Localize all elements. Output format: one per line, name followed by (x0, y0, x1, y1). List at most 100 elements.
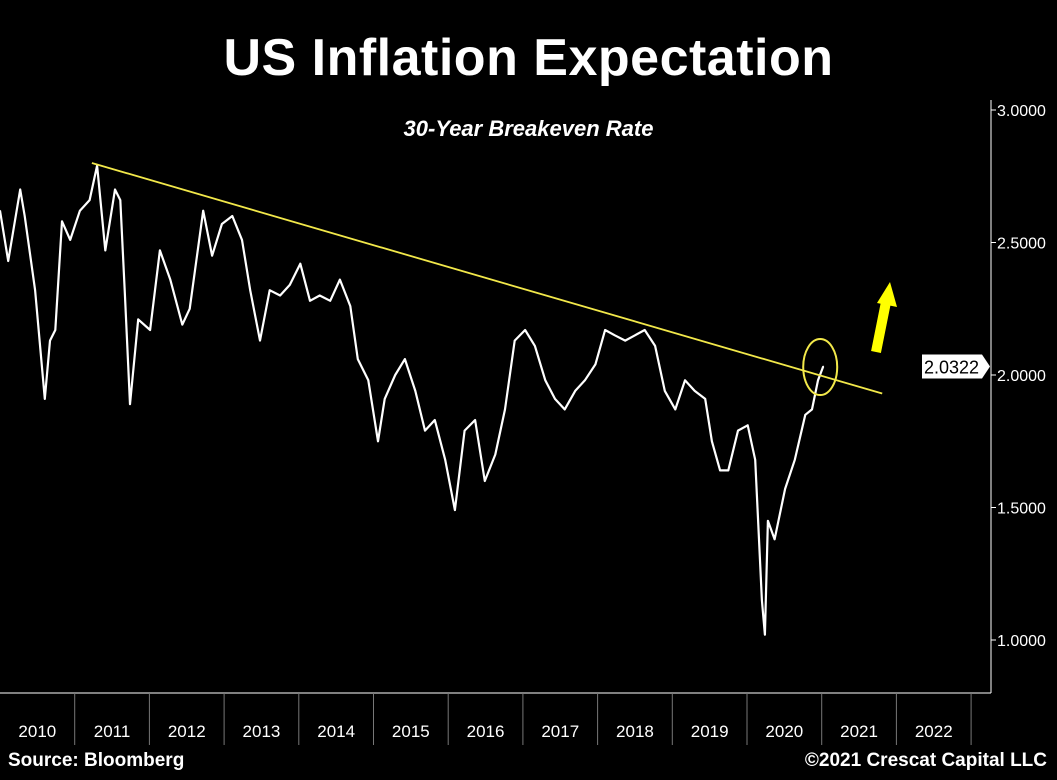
data-point (613, 334, 616, 337)
data-point (394, 374, 396, 376)
data-point (188, 307, 191, 310)
data-point (654, 345, 656, 347)
data-point (817, 379, 819, 382)
data-point (484, 480, 486, 482)
data-point (684, 379, 686, 382)
x-tick-label: 2019 (691, 722, 729, 741)
data-point (674, 408, 677, 411)
data-point (202, 209, 204, 212)
data-point (137, 318, 139, 321)
data-point (773, 538, 776, 541)
data-point (318, 294, 321, 297)
data-point (811, 408, 813, 411)
data-point (349, 305, 352, 307)
data-point (634, 334, 636, 337)
data-point (704, 398, 706, 400)
data-point (169, 278, 172, 281)
data-point (767, 519, 769, 522)
copyright-note: ©2021 Crescat Capital LLC (804, 750, 1047, 771)
data-point (149, 329, 151, 331)
x-tick-label: 2016 (467, 722, 505, 741)
data-point (367, 379, 370, 382)
data-point (221, 223, 223, 225)
data-point (761, 599, 763, 602)
data-point (513, 339, 516, 342)
x-tick-label: 2017 (541, 722, 579, 741)
source-note: Source: Bloomberg (8, 750, 185, 771)
data-point (181, 323, 184, 326)
data-point (463, 429, 466, 432)
y-tick-label: 1.5000 (997, 501, 1046, 518)
up-arrow-head (877, 282, 897, 307)
data-point (424, 429, 426, 432)
data-point (544, 379, 547, 382)
data-point (249, 289, 252, 292)
last-value-badge (922, 354, 990, 379)
data-point (79, 209, 81, 212)
data-point (414, 390, 417, 392)
data-point (822, 365, 824, 368)
data-point (119, 199, 122, 201)
y-tick-label: 2.5000 (997, 236, 1046, 253)
data-point (61, 220, 63, 223)
data-point (357, 358, 359, 360)
data-point (433, 419, 436, 421)
resistance-trendline (91, 162, 883, 395)
data-point (88, 199, 91, 201)
data-point (711, 440, 713, 443)
x-tick-label: 2010 (18, 722, 56, 741)
data-point (574, 390, 576, 392)
y-tick-label: 3.0000 (997, 103, 1046, 120)
data-point (23, 215, 26, 217)
x-tick-label: 2013 (243, 722, 281, 741)
chart-subtitle: 30-Year Breakeven Rate (403, 116, 654, 141)
x-tick-label: 2021 (840, 722, 878, 741)
data-point (241, 239, 243, 241)
data-point (764, 633, 766, 636)
x-tick-label: 2014 (317, 722, 355, 741)
x-tick-label: 2020 (765, 722, 803, 741)
x-tick-label: 2022 (915, 722, 953, 741)
data-point (309, 300, 311, 302)
data-point (594, 363, 597, 366)
data-point (719, 469, 721, 472)
chart-title: US Inflation Expectation (223, 29, 834, 87)
up-arrow-shaft (871, 301, 891, 353)
data-point (404, 358, 406, 360)
data-point (727, 469, 730, 472)
data-point (69, 239, 72, 241)
data-point (804, 413, 807, 416)
data-point (474, 419, 476, 421)
x-tick-label: 2012 (168, 722, 206, 741)
data-point (746, 424, 749, 427)
breakeven-rate-line (0, 164, 825, 636)
data-point (54, 329, 57, 331)
data-point (211, 254, 213, 257)
last-value-label: 2.0322 (922, 354, 990, 379)
data-point (524, 329, 526, 331)
data-point (794, 459, 796, 461)
data-point (693, 390, 696, 392)
data-point (0, 209, 1, 212)
highlight-circle (802, 338, 839, 397)
data-point (7, 260, 10, 262)
data-point (259, 339, 261, 342)
data-point (299, 262, 302, 265)
data-point (624, 339, 627, 342)
data-point (554, 398, 556, 400)
data-point (104, 249, 107, 252)
data-point (49, 339, 51, 342)
data-point (504, 408, 506, 411)
data-point (737, 429, 739, 432)
data-point (454, 509, 456, 511)
data-point (784, 488, 786, 490)
data-point (231, 215, 234, 217)
data-point (377, 440, 379, 443)
x-tick-label: 2018 (616, 722, 654, 741)
data-point (279, 294, 281, 297)
data-point (289, 284, 291, 286)
x-tick-label: 2015 (392, 722, 430, 741)
x-tick-label: 2011 (94, 722, 131, 741)
data-point (44, 398, 46, 400)
